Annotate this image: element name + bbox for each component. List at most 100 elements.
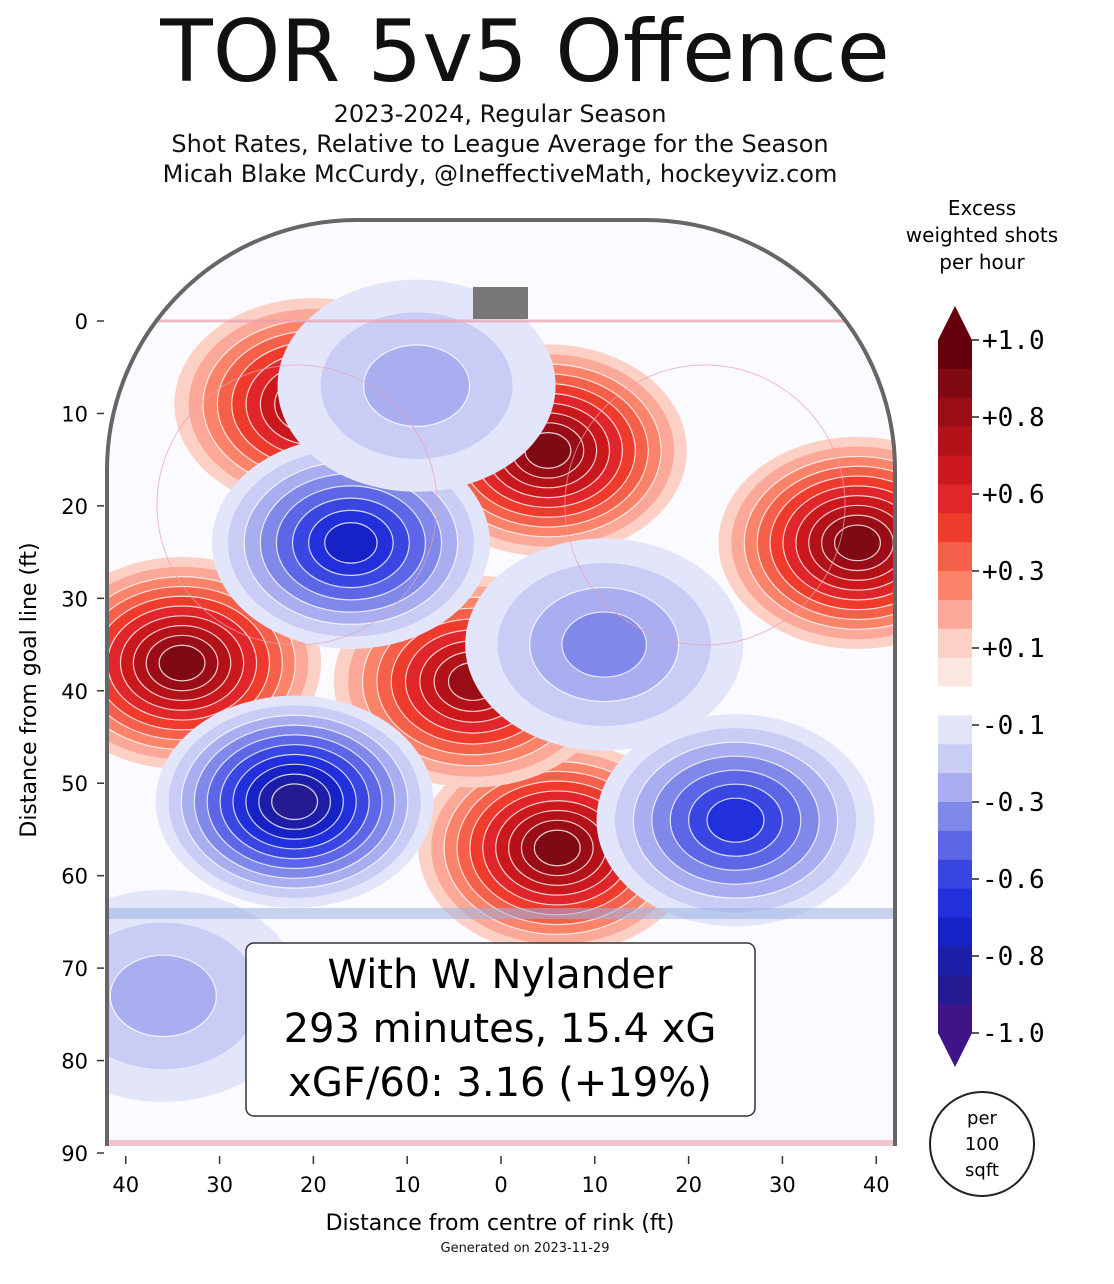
x-tick-label: 40 — [112, 1173, 139, 1197]
hotspot-contour — [271, 783, 319, 821]
colorbar-tick-label: -0.6 — [982, 865, 1045, 895]
y-tick-label: 30 — [61, 587, 88, 611]
colorbar-band — [938, 542, 972, 572]
hotspot — [596, 714, 875, 927]
colorbar-band — [938, 397, 972, 428]
y-tick-label: 60 — [61, 865, 88, 889]
y-tick-label: 80 — [61, 1050, 88, 1074]
unit-line-100: 100 — [965, 1134, 999, 1155]
goal-net — [473, 287, 528, 319]
colorbar: Excess weighted shots per hour +1.0+0.8+… — [906, 196, 1058, 1197]
colorbar-band — [938, 513, 972, 543]
faceoff-circle-left — [156, 364, 438, 646]
hotspot-contour — [533, 829, 581, 867]
rink-markings — [107, 287, 895, 1146]
info-box-frame — [245, 942, 756, 1117]
y-tick-label: 0 — [75, 310, 88, 334]
y-tick-label: 50 — [61, 772, 88, 796]
colorbar-band — [938, 484, 972, 514]
colorbar-band — [938, 859, 972, 890]
x-axis: 40 30 20 10 0 10 20 30 40 — [112, 1156, 890, 1197]
colorbar-band — [938, 946, 972, 976]
colorbar-title-line3: per hour — [939, 250, 1025, 274]
colorbar-band — [938, 773, 972, 803]
colorbar-tick-label: -0.3 — [982, 788, 1045, 818]
colorbar-band — [938, 715, 972, 745]
x-tick-label: 20 — [300, 1173, 327, 1197]
hotspot-contour — [109, 954, 217, 1038]
y-tick-label: 10 — [61, 402, 88, 426]
rink-boards — [105, 218, 897, 1146]
hotspot-contour — [833, 524, 881, 562]
hotspot — [211, 436, 490, 649]
hotspot — [155, 695, 434, 908]
colorbar-band — [938, 1004, 972, 1034]
hotspot — [465, 538, 744, 751]
colorbar-band — [938, 455, 972, 485]
colorbar-title-line1: Excess — [948, 196, 1016, 220]
x-tick-label: 10 — [581, 1173, 608, 1197]
hotspot-contour — [706, 797, 765, 843]
y-axis-label: Distance from goal line (ft) — [17, 542, 42, 837]
y-tick-label: 40 — [61, 680, 88, 704]
colorbar-band — [938, 628, 972, 659]
y-tick-label: 20 — [61, 495, 88, 519]
unit-line-per: per — [967, 1108, 998, 1129]
hotspot-contour — [324, 522, 378, 564]
colorbar-band — [938, 657, 972, 687]
colorbar-ticks: +1.0 +0.8 +0.6 +0.3 +0.1 -0.1 -0.3 -0.6 -0.8 -1.0 — [972, 326, 1045, 1049]
hotspot-contour — [158, 644, 206, 682]
hotspot — [277, 279, 556, 492]
subtitle-season: 2023-2024, Regular Season — [333, 100, 667, 128]
centre-line — [107, 1140, 895, 1146]
y-tick-label: 70 — [61, 957, 88, 981]
y-tick-label: 90 — [61, 1142, 88, 1166]
subtitle-description: Shot Rates, Relative to League Average f… — [171, 130, 829, 158]
colorbar-tick-label: +0.6 — [982, 480, 1045, 510]
hotspot-contour — [561, 611, 648, 678]
colorbar-tick-label: +0.8 — [982, 403, 1045, 433]
colorbar-bands — [938, 306, 972, 1067]
colorbar-band — [938, 975, 972, 1005]
colorbar-band — [938, 917, 972, 947]
x-tick-label: 30 — [206, 1173, 233, 1197]
subtitle-author: Micah Blake McCurdy, @IneffectiveMath, h… — [162, 160, 838, 188]
hotspot — [418, 741, 697, 954]
colorbar-tick-label: +1.0 — [982, 326, 1045, 356]
x-tick-label: 30 — [769, 1173, 796, 1197]
colorbar-band — [938, 368, 972, 399]
colorbar-title-line2: weighted shots — [906, 223, 1058, 247]
x-tick-label: 10 — [394, 1173, 421, 1197]
hotspot-contour — [362, 344, 471, 427]
hotspot — [718, 436, 895, 649]
colorbar-band — [938, 340, 972, 370]
info-line-player: With W. Nylander — [328, 952, 673, 998]
colorbar-bottom-arrow — [938, 1033, 972, 1067]
chart-title: TOR 5v5 Offence — [160, 2, 890, 102]
colorbar-band — [938, 802, 972, 832]
unit-line-sqft: sqft — [965, 1160, 999, 1181]
colorbar-band — [938, 830, 972, 861]
faceoff-circle-right — [564, 364, 846, 646]
colorbar-band — [938, 686, 972, 716]
colorbar-top-arrow — [938, 306, 972, 340]
hotspot — [107, 889, 303, 1102]
info-line-xgf: xGF/60: 3.16 (+19%) — [288, 1060, 712, 1106]
info-box: With W. Nylander 293 minutes, 15.4 xG xG… — [245, 942, 756, 1117]
colorbar-tick-label: +0.1 — [982, 634, 1045, 664]
colorbar-band — [938, 599, 972, 630]
colorbar-tick-label: -0.8 — [982, 942, 1045, 972]
colorbar-band — [938, 744, 972, 774]
generated-note: Generated on 2023-11-29 — [440, 1241, 610, 1256]
blue-line — [107, 908, 895, 919]
colorbar-band — [938, 571, 972, 601]
colorbar-tick-label: -0.1 — [982, 711, 1045, 741]
colorbar-tick-label: -1.0 — [982, 1019, 1045, 1049]
colorbar-tick-label: +0.3 — [982, 557, 1045, 587]
x-tick-label: 0 — [494, 1173, 507, 1197]
info-line-minutes: 293 minutes, 15.4 xG — [284, 1006, 717, 1052]
x-tick-label: 20 — [675, 1173, 702, 1197]
heatmap-layer — [107, 279, 895, 1102]
x-axis-label: Distance from centre of rink (ft) — [326, 1211, 675, 1236]
